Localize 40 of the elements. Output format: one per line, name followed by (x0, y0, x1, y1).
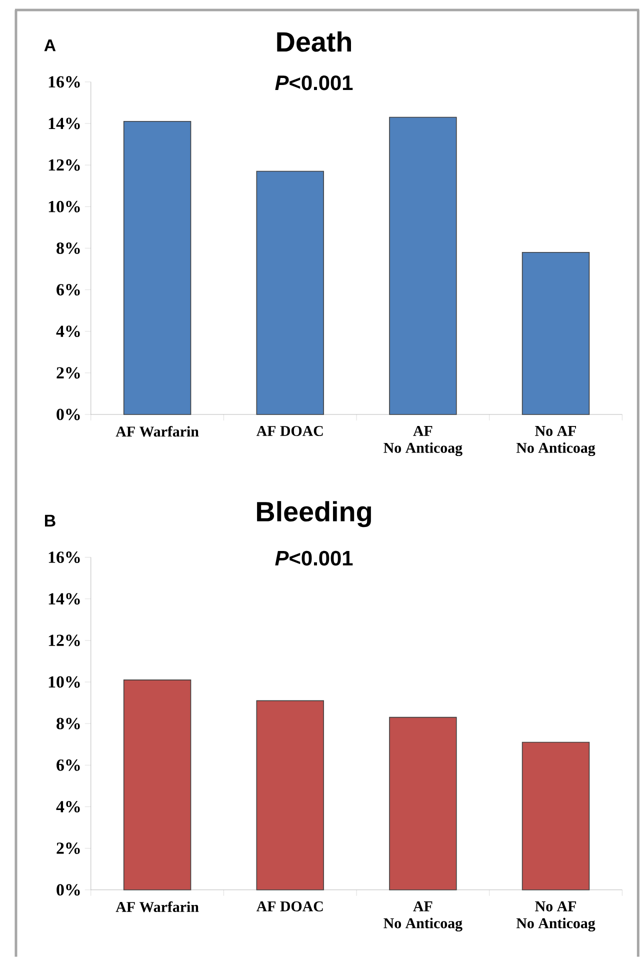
bar (123, 680, 192, 890)
y-tick-label: 12% (48, 159, 80, 171)
x-tick-label: AF DOAC (256, 426, 323, 436)
x-tick-label: No AF No Anticoag (516, 901, 596, 932)
bar (256, 170, 324, 415)
bar (123, 120, 192, 415)
bar (522, 742, 590, 890)
chart-subtitle: P<0.001 (275, 550, 353, 566)
text: A (44, 39, 56, 52)
y-tick-label: 2% (56, 367, 80, 379)
y-tick-label: 10% (48, 676, 80, 688)
chart-subtitle: P<0.001 (275, 75, 353, 90)
bar (389, 716, 457, 890)
chart-title: Death (277, 31, 351, 52)
y-tick-label: 12% (48, 634, 80, 646)
y-tick-label: 16% (48, 76, 80, 88)
y-tick-label: 6% (56, 759, 80, 771)
y-tick-label: 8% (56, 242, 80, 254)
x-tick-label: AF No Anticoag (384, 426, 462, 456)
y-tick-label: 4% (56, 800, 80, 812)
x-tick-label: AF DOAC (256, 901, 323, 912)
y-tick-label: 14% (48, 118, 80, 130)
y-tick-label: 2% (56, 842, 80, 854)
x-tick-label: AF No Anticoag (384, 901, 462, 932)
y-tick-label: 16% (48, 552, 80, 564)
text: B (44, 514, 56, 527)
y-tick-label: 0% (56, 408, 80, 420)
x-tick-label: AF Warfarin (116, 426, 199, 437)
x-tick-label: No AF No Anticoag (516, 426, 596, 456)
bar (522, 252, 590, 415)
y-tick-label: 8% (56, 718, 80, 730)
bar (389, 116, 457, 415)
y-tick-label: 10% (48, 200, 80, 212)
y-tick-label: 4% (56, 326, 80, 338)
y-tick-label: 14% (48, 593, 80, 605)
y-tick-label: 0% (56, 884, 80, 896)
y-tick-label: 6% (56, 284, 80, 296)
chart-title: Bleeding (256, 501, 371, 528)
bar (256, 700, 324, 890)
x-tick-label: AF Warfarin (116, 901, 199, 912)
